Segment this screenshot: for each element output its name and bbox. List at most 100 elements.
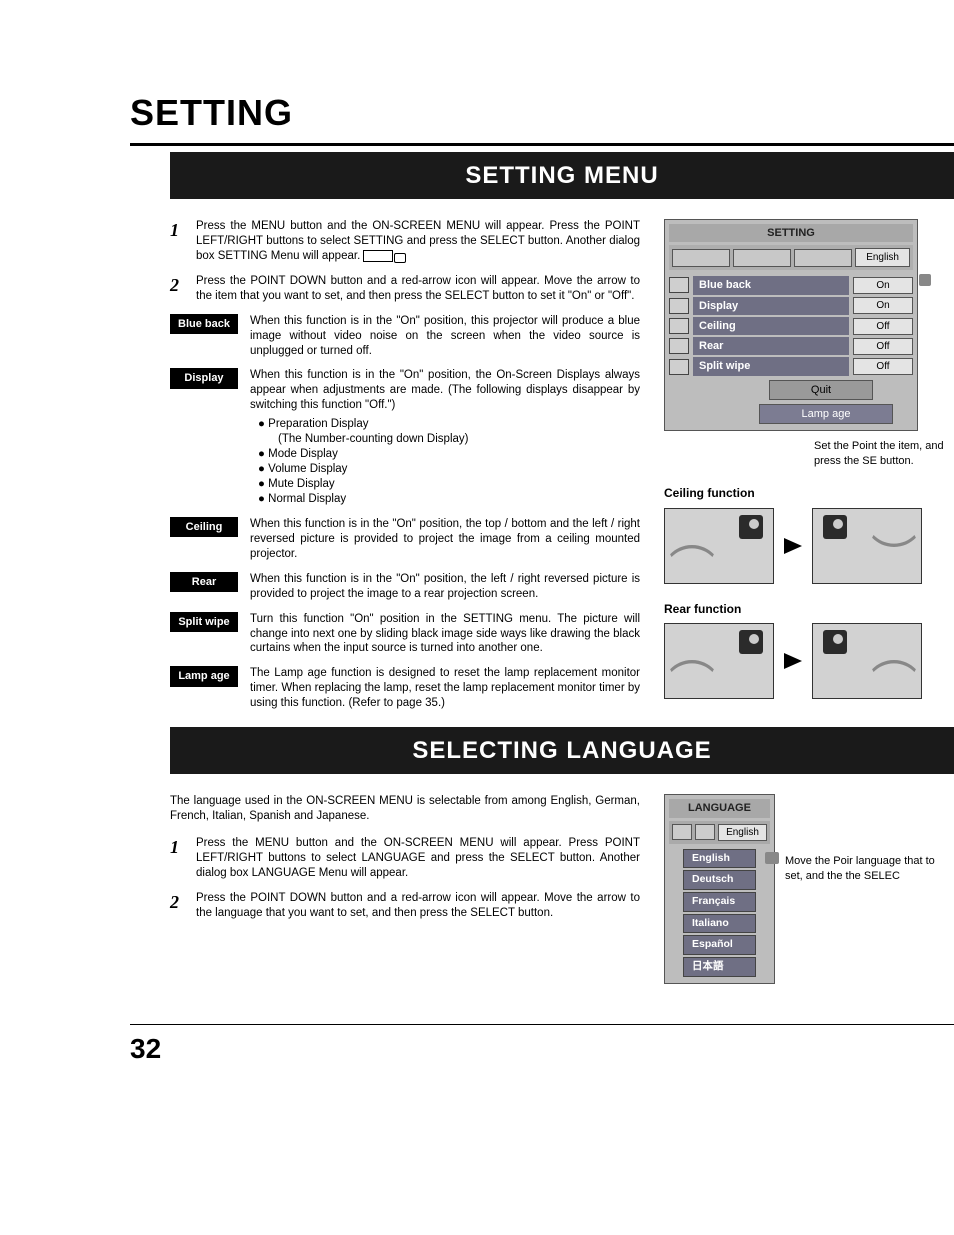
fn-lamp-age: Lamp age The Lamp age function is design… bbox=[170, 666, 640, 711]
fn-text: When this function is in the "On" positi… bbox=[250, 314, 640, 359]
lang-intro: The language used in the ON-SCREEN MENU … bbox=[170, 794, 640, 824]
osd-row-value: Off bbox=[853, 358, 913, 375]
tile-before: ⌒ bbox=[664, 508, 774, 584]
fn-blue-back: Blue back When this function is in the "… bbox=[170, 314, 640, 359]
osd-row-label: Display bbox=[693, 297, 849, 315]
osd-row-label: Ceiling bbox=[693, 317, 849, 335]
cat-silhouette-icon: ⌒ bbox=[871, 660, 917, 699]
osd-row-icon bbox=[669, 298, 689, 314]
projector-icon bbox=[739, 515, 763, 539]
osd-top-bar: English bbox=[669, 245, 913, 270]
osd-row-label: Split wipe bbox=[693, 357, 849, 375]
osd-slot-icon bbox=[733, 249, 791, 267]
tile-before: ⌒ bbox=[664, 623, 774, 699]
step-number: 2 bbox=[170, 274, 186, 304]
osd-row-label: Blue back bbox=[693, 276, 849, 294]
osd-row-value: Off bbox=[853, 338, 913, 355]
tile-after: ⌒ bbox=[812, 623, 922, 699]
osd-language-menu: LANGUAGE English English Deutsch Françai… bbox=[664, 794, 775, 983]
projector-icon bbox=[823, 630, 847, 654]
fn-rear: Rear When this function is in the "On" p… bbox=[170, 572, 640, 602]
osd-row-icon bbox=[669, 318, 689, 334]
osd-lang-title: LANGUAGE bbox=[669, 799, 770, 817]
osd-lang-top: English bbox=[669, 821, 770, 844]
fn-label: Ceiling bbox=[170, 517, 238, 537]
ceiling-diagram: ⌒ ⌒ bbox=[664, 508, 954, 584]
osd-pointer-icon bbox=[919, 274, 931, 286]
cat-silhouette-icon: ⌒ bbox=[871, 508, 917, 547]
step-1: 1 Press the MENU button and the ON-SCREE… bbox=[170, 219, 640, 264]
lang-step-1: 1 Press the MENU button and the ON-SCREE… bbox=[170, 836, 640, 881]
projector-icon bbox=[739, 630, 763, 654]
osd-row: RearOff bbox=[669, 337, 913, 355]
fn-display-list: Preparation Display (The Number-counting… bbox=[250, 417, 640, 507]
step-number: 1 bbox=[170, 836, 186, 881]
selecting-language-banner: SELECTING LANGUAGE bbox=[170, 727, 954, 774]
osd-title: SETTING bbox=[669, 224, 913, 242]
list-item: Preparation Display bbox=[258, 417, 640, 432]
fn-text: The Lamp age function is designed to res… bbox=[250, 666, 640, 711]
arrow-icon bbox=[784, 653, 802, 669]
setting-menu-banner: SETTING MENU bbox=[170, 152, 954, 199]
osd-row: Split wipeOff bbox=[669, 357, 913, 375]
fn-display-text: When this function is in the "On" positi… bbox=[250, 369, 640, 411]
osd-row-label: Rear bbox=[693, 337, 849, 355]
osd-row-value: Off bbox=[853, 318, 913, 335]
list-item: Mute Display bbox=[258, 477, 640, 492]
osd-lang-current: English bbox=[718, 824, 767, 841]
lang-step-2: 2 Press the POINT DOWN button and a red-… bbox=[170, 891, 640, 921]
step-number: 2 bbox=[170, 891, 186, 921]
lang-option: English bbox=[683, 849, 756, 869]
heading-rule bbox=[130, 143, 954, 146]
fn-text: When this function is in the "On" positi… bbox=[250, 517, 640, 562]
cat-silhouette-icon: ⌒ bbox=[669, 660, 715, 699]
fn-text: Turn this function "On" position in the … bbox=[250, 612, 640, 657]
osd-row: Blue backOn bbox=[669, 276, 913, 294]
step-text: Press the MENU button and the ON-SCREEN … bbox=[196, 836, 640, 881]
fn-text: When this function is in the "On" positi… bbox=[250, 368, 640, 506]
osd-slot-icon bbox=[672, 249, 730, 267]
fn-label: Display bbox=[170, 368, 238, 388]
setting-inline-icon bbox=[363, 250, 393, 262]
fn-ceiling: Ceiling When this function is in the "On… bbox=[170, 517, 640, 562]
page-heading: SETTING bbox=[130, 90, 954, 137]
fn-label: Rear bbox=[170, 572, 238, 592]
osd-setting-menu: SETTING English Blue backOn DisplayOn Ce… bbox=[664, 219, 918, 431]
fn-display: Display When this function is in the "On… bbox=[170, 368, 640, 506]
step1-text: Press the MENU button and the ON-SCREEN … bbox=[196, 220, 640, 262]
lang-option: Deutsch bbox=[683, 870, 756, 890]
rear-diagram: ⌒ ⌒ bbox=[664, 623, 954, 699]
cat-silhouette-icon: ⌒ bbox=[669, 545, 715, 584]
fn-label: Lamp age bbox=[170, 666, 238, 686]
osd-row-icon bbox=[669, 359, 689, 375]
fn-text: When this function is in the "On" positi… bbox=[250, 572, 640, 602]
step-number: 1 bbox=[170, 219, 186, 264]
lang-option: Français bbox=[683, 892, 756, 912]
fn-label: Blue back bbox=[170, 314, 238, 334]
osd-caption: Set the Point the item, and press the SE… bbox=[814, 439, 954, 468]
step-text: Press the POINT DOWN button and a red-ar… bbox=[196, 891, 640, 921]
osd-slot-icon bbox=[794, 249, 852, 267]
osd-row-value: On bbox=[853, 277, 913, 294]
osd-lamp-age: Lamp age bbox=[759, 404, 893, 424]
lang-option: Español bbox=[683, 935, 756, 955]
list-item: Volume Display bbox=[258, 462, 640, 477]
step-text: Press the MENU button and the ON-SCREEN … bbox=[196, 219, 640, 264]
list-item: Normal Display bbox=[258, 492, 640, 507]
lang-option: 日本語 bbox=[683, 957, 756, 977]
projector-icon bbox=[823, 515, 847, 539]
list-item-sub: (The Number-counting down Display) bbox=[258, 432, 640, 447]
lang-option: Italiano bbox=[683, 914, 756, 934]
osd-top-lang: English bbox=[855, 248, 910, 267]
osd-quit: Quit bbox=[769, 380, 873, 400]
osd-row-icon bbox=[669, 338, 689, 354]
arrow-icon bbox=[784, 538, 802, 554]
tile-after: ⌒ bbox=[812, 508, 922, 584]
osd-icon bbox=[672, 824, 692, 840]
list-item: Mode Display bbox=[258, 447, 640, 462]
step-text: Press the POINT DOWN button and a red-ar… bbox=[196, 274, 640, 304]
osd-row: DisplayOn bbox=[669, 297, 913, 315]
fn-label: Split wipe bbox=[170, 612, 238, 632]
rear-func-title: Rear function bbox=[664, 602, 954, 618]
page-number: 32 bbox=[130, 1024, 954, 1067]
